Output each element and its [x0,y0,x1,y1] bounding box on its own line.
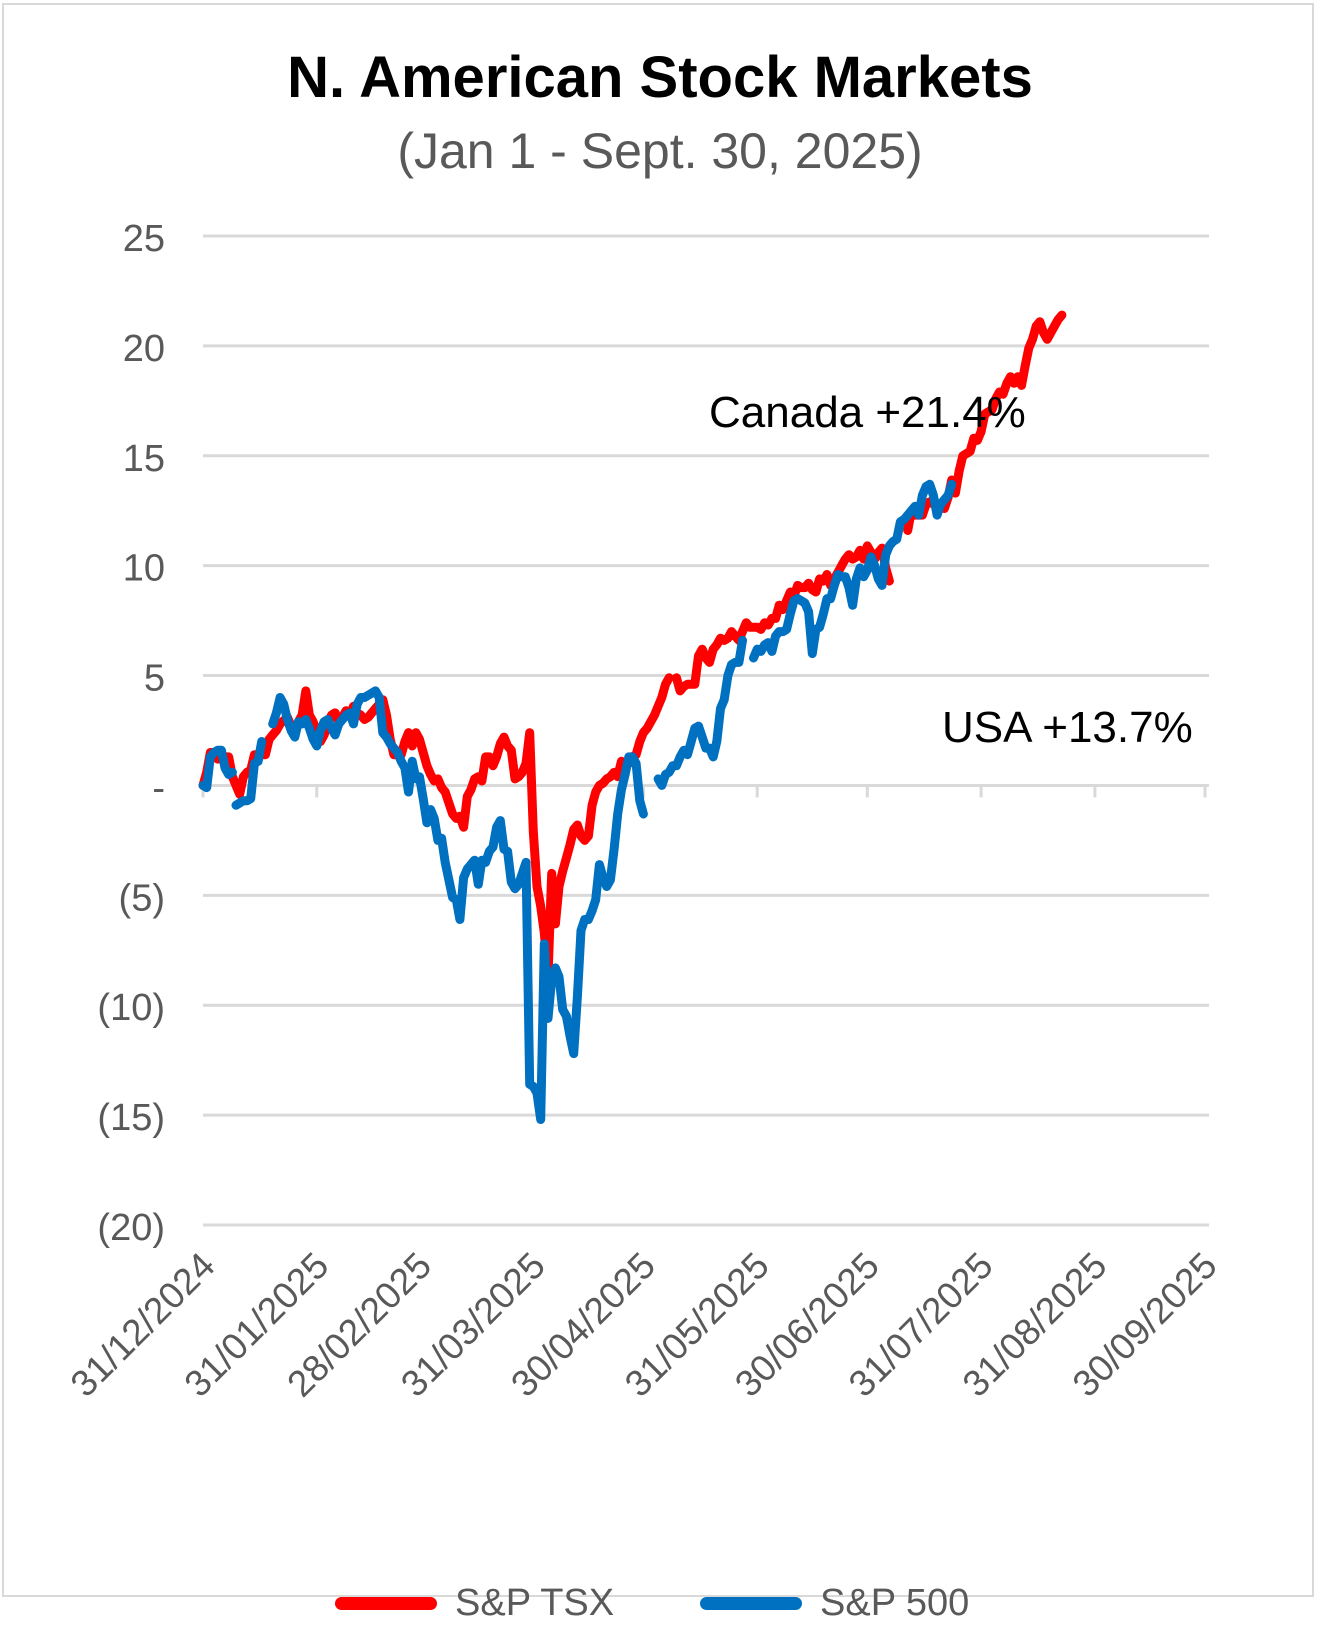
y-tick-label: (15) [97,1097,165,1139]
x-axis-tick-labels: 31/12/202431/01/202528/02/202531/03/2025… [63,1245,1225,1405]
annotation-usa: USA +13.7% [942,703,1193,752]
series-s-p-500 [198,479,957,1124]
chart-title: N. American Stock Markets [287,45,1033,110]
y-tick-label: (10) [97,987,165,1029]
annotation-canada: Canada +21.4% [709,388,1026,437]
y-tick-label: 25 [123,218,165,260]
legend-item-sp-tsx[interactable]: S&P TSX [335,1582,614,1625]
legend-label-sp-tsx: S&P TSX [455,1582,615,1624]
series-line-s-p-500 [653,635,747,790]
y-tick-label: 20 [123,328,165,370]
y-axis-tick-labels: 25 20 15 10 5 - (5) (10) (15) (20) [97,218,165,1249]
series-line-s-p-500 [198,745,237,793]
y-tick-label: - [152,767,165,809]
chart-frame [2,3,1314,1597]
legend-swatch-sp-500 [700,1597,802,1610]
y-tick-label: 10 [123,548,165,590]
chart-subtitle: (Jan 1 - Sept. 30, 2025) [397,123,923,179]
series-line-s-p-500 [268,686,648,1124]
y-tick-label: (5) [119,877,165,919]
series-lines [198,310,1067,1124]
legend-label-sp-500: S&P 500 [820,1582,970,1624]
y-tick-label: 15 [123,438,165,480]
y-tick-label: 5 [144,658,165,700]
legend-item-sp-500[interactable]: S&P 500 [700,1582,969,1625]
y-tick-label: (20) [97,1207,165,1249]
legend-swatch-sp-tsx [335,1597,437,1610]
series-line-s-p-tsx [672,541,894,696]
series-line-s-p-500 [749,479,957,663]
series-line-s-p-500 [231,737,267,810]
